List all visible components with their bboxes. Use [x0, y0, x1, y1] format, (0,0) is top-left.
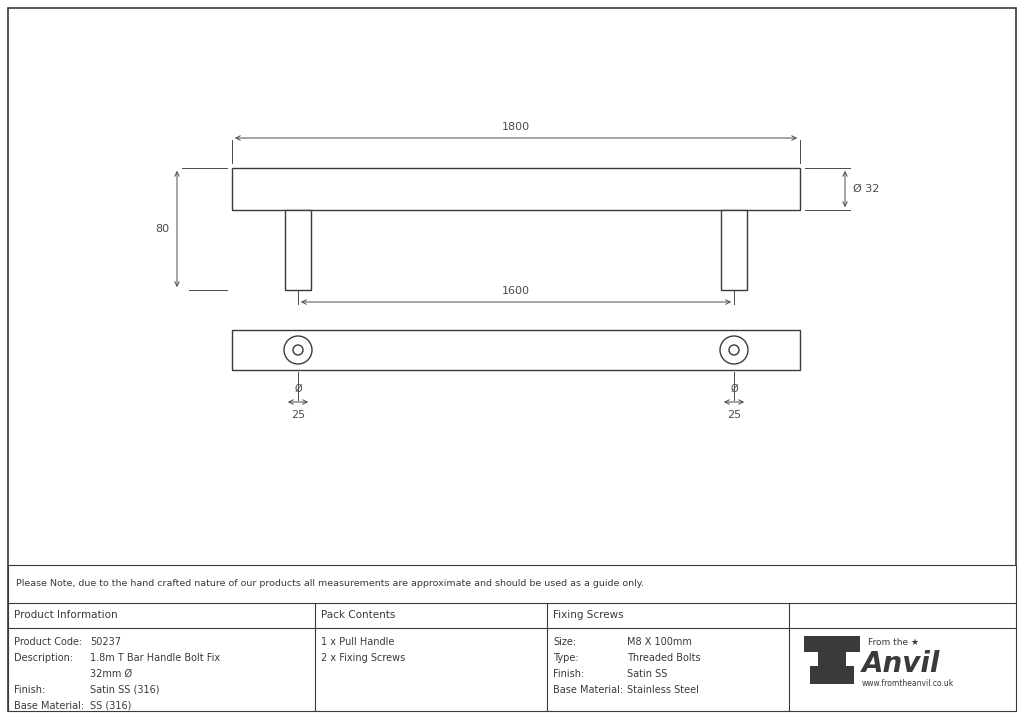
Text: Base Material:: Base Material: [14, 701, 84, 711]
Text: Satin SS (316): Satin SS (316) [90, 685, 160, 695]
Text: Description:: Description: [14, 653, 73, 663]
Text: 2 x Fixing Screws: 2 x Fixing Screws [321, 653, 406, 663]
Bar [721, 210, 746, 290]
Text: Finish:: Finish: [553, 669, 585, 679]
Circle shape [720, 336, 748, 364]
Text: 80: 80 [155, 224, 169, 234]
Bar [810, 666, 854, 684]
Text: www.fromtheanvil.co.uk: www.fromtheanvil.co.uk [862, 679, 954, 687]
Bar [232, 168, 800, 210]
Text: Anvil: Anvil [862, 650, 940, 678]
Text: Pack Contents: Pack Contents [321, 610, 395, 620]
Bar [804, 636, 860, 652]
Text: 1 x Pull Handle: 1 x Pull Handle [321, 637, 394, 647]
Text: Base Material:: Base Material: [553, 685, 624, 695]
Text: Satin SS: Satin SS [627, 669, 668, 679]
Bar [818, 652, 846, 666]
Text: 1800: 1800 [502, 122, 530, 132]
Text: Type:: Type: [553, 653, 579, 663]
Text: 25: 25 [727, 410, 741, 420]
Text: Product Information: Product Information [14, 610, 118, 620]
Text: Threaded Bolts: Threaded Bolts [627, 653, 700, 663]
Circle shape [729, 345, 739, 355]
Text: Product Code:: Product Code: [14, 637, 82, 647]
Text: Size:: Size: [553, 637, 577, 647]
Text: SS (316): SS (316) [90, 701, 131, 711]
Text: From the ★: From the ★ [868, 638, 920, 646]
Text: M8 X 100mm: M8 X 100mm [627, 637, 692, 647]
Bar [232, 330, 800, 370]
Text: Ø 32: Ø 32 [853, 184, 880, 194]
Text: 32mm Ø: 32mm Ø [90, 669, 132, 679]
Bar [8, 565, 1016, 711]
Bar [285, 210, 311, 290]
Text: 25: 25 [291, 410, 305, 420]
Circle shape [293, 345, 303, 355]
Text: Stainless Steel: Stainless Steel [627, 685, 698, 695]
Text: Fixing Screws: Fixing Screws [553, 610, 624, 620]
Text: Please Note, due to the hand crafted nature of our products all measurements are: Please Note, due to the hand crafted nat… [16, 580, 644, 588]
Circle shape [284, 336, 312, 364]
Text: 50237: 50237 [90, 637, 121, 647]
Text: 1600: 1600 [502, 286, 530, 296]
Text: Finish:: Finish: [14, 685, 45, 695]
Text: Ø: Ø [294, 384, 302, 394]
Text: 1.8m T Bar Handle Bolt Fix: 1.8m T Bar Handle Bolt Fix [90, 653, 220, 663]
Text: Ø: Ø [730, 384, 738, 394]
